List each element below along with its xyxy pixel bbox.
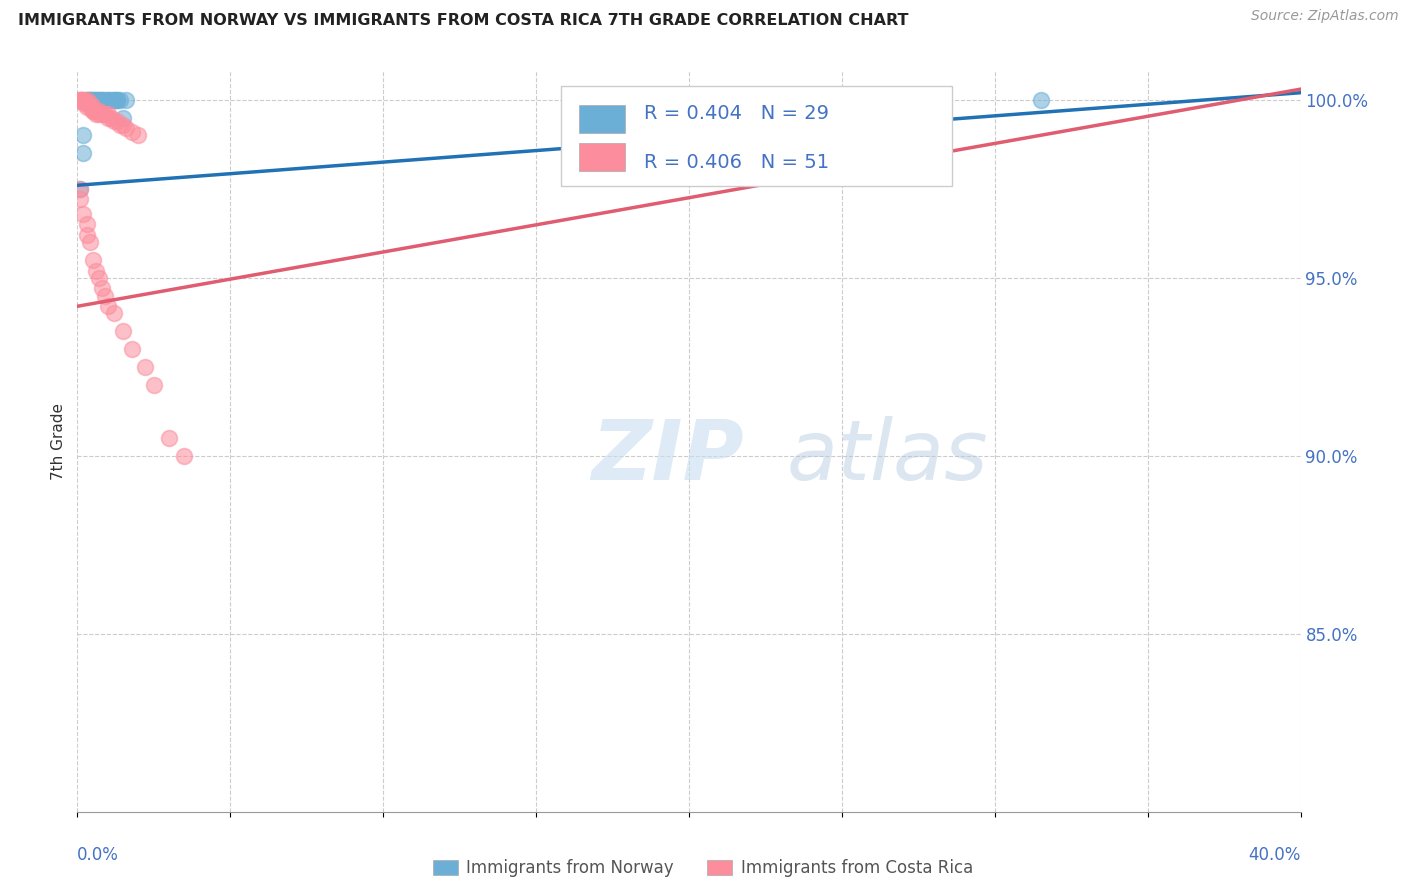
Point bbox=[72, 207, 94, 221]
Point bbox=[87, 270, 110, 285]
Point bbox=[76, 96, 98, 111]
Bar bbox=[579, 144, 626, 171]
Point bbox=[79, 235, 101, 250]
Point bbox=[121, 125, 143, 139]
Point bbox=[90, 93, 112, 107]
Point bbox=[84, 107, 107, 121]
Point bbox=[72, 128, 94, 143]
Point bbox=[69, 193, 91, 207]
Point bbox=[97, 93, 120, 107]
Point bbox=[72, 146, 94, 161]
Point bbox=[72, 93, 94, 107]
Point bbox=[94, 93, 117, 107]
Point bbox=[69, 182, 91, 196]
Point bbox=[90, 281, 112, 295]
Text: 0.0%: 0.0% bbox=[77, 846, 120, 863]
Text: R = 0.406   N = 51: R = 0.406 N = 51 bbox=[644, 153, 828, 172]
Point bbox=[90, 93, 112, 107]
Point bbox=[105, 93, 128, 107]
Point bbox=[72, 93, 94, 107]
Point bbox=[128, 128, 150, 143]
Text: IMMIGRANTS FROM NORWAY VS IMMIGRANTS FROM COSTA RICA 7TH GRADE CORRELATION CHART: IMMIGRANTS FROM NORWAY VS IMMIGRANTS FRO… bbox=[18, 13, 908, 29]
Point bbox=[87, 103, 110, 118]
Point bbox=[87, 107, 110, 121]
Text: atlas: atlas bbox=[787, 416, 988, 497]
Point bbox=[79, 93, 101, 107]
Point bbox=[103, 93, 125, 107]
Point bbox=[112, 324, 135, 338]
Point bbox=[82, 93, 104, 107]
Point bbox=[79, 96, 101, 111]
Point bbox=[115, 93, 138, 107]
Point bbox=[84, 93, 107, 107]
Point bbox=[82, 100, 104, 114]
Bar bbox=[579, 104, 626, 133]
Point bbox=[72, 93, 94, 107]
Point bbox=[69, 93, 91, 107]
Point bbox=[108, 93, 131, 107]
Point bbox=[79, 93, 101, 107]
Point bbox=[97, 107, 120, 121]
Point bbox=[82, 103, 104, 118]
Point bbox=[103, 93, 125, 107]
Point bbox=[82, 93, 104, 107]
Point bbox=[94, 107, 117, 121]
Point bbox=[69, 93, 91, 107]
Text: R = 0.404   N = 29: R = 0.404 N = 29 bbox=[644, 103, 828, 122]
Point bbox=[97, 93, 120, 107]
Point bbox=[103, 114, 125, 128]
Point bbox=[103, 306, 125, 320]
Point bbox=[100, 93, 122, 107]
Point bbox=[79, 93, 101, 107]
Point bbox=[112, 118, 135, 132]
Point bbox=[87, 93, 110, 107]
Point bbox=[157, 431, 180, 445]
Text: 40.0%: 40.0% bbox=[1249, 846, 1301, 863]
Point bbox=[142, 377, 165, 392]
Point bbox=[115, 121, 138, 136]
Point bbox=[90, 107, 112, 121]
Point bbox=[79, 100, 101, 114]
Point bbox=[100, 111, 122, 125]
Point bbox=[76, 100, 98, 114]
Point bbox=[72, 96, 94, 111]
Point bbox=[76, 93, 98, 107]
Point bbox=[105, 93, 128, 107]
Point bbox=[84, 93, 107, 107]
Point bbox=[84, 103, 107, 118]
Point bbox=[97, 299, 120, 313]
Point bbox=[69, 182, 91, 196]
Point bbox=[69, 93, 91, 107]
Point bbox=[121, 342, 143, 356]
Point bbox=[97, 111, 120, 125]
Legend: Immigrants from Norway, Immigrants from Costa Rica: Immigrants from Norway, Immigrants from … bbox=[426, 853, 980, 884]
Text: Source: ZipAtlas.com: Source: ZipAtlas.com bbox=[1251, 9, 1399, 23]
Y-axis label: 7th Grade: 7th Grade bbox=[51, 403, 66, 480]
Point bbox=[76, 93, 98, 107]
Point bbox=[82, 252, 104, 267]
Point bbox=[173, 449, 195, 463]
Point bbox=[76, 218, 98, 232]
Point bbox=[1029, 93, 1052, 107]
Point bbox=[112, 111, 135, 125]
Point bbox=[76, 96, 98, 111]
Point bbox=[76, 228, 98, 243]
Point bbox=[769, 93, 792, 107]
Point bbox=[82, 103, 104, 118]
Point bbox=[105, 114, 128, 128]
Point bbox=[87, 93, 110, 107]
Point bbox=[76, 93, 98, 107]
Text: ZIP: ZIP bbox=[591, 416, 744, 497]
Bar bbox=[561, 87, 952, 186]
Point bbox=[84, 263, 107, 277]
Point bbox=[134, 359, 156, 374]
Point bbox=[94, 288, 117, 302]
Point bbox=[108, 118, 131, 132]
